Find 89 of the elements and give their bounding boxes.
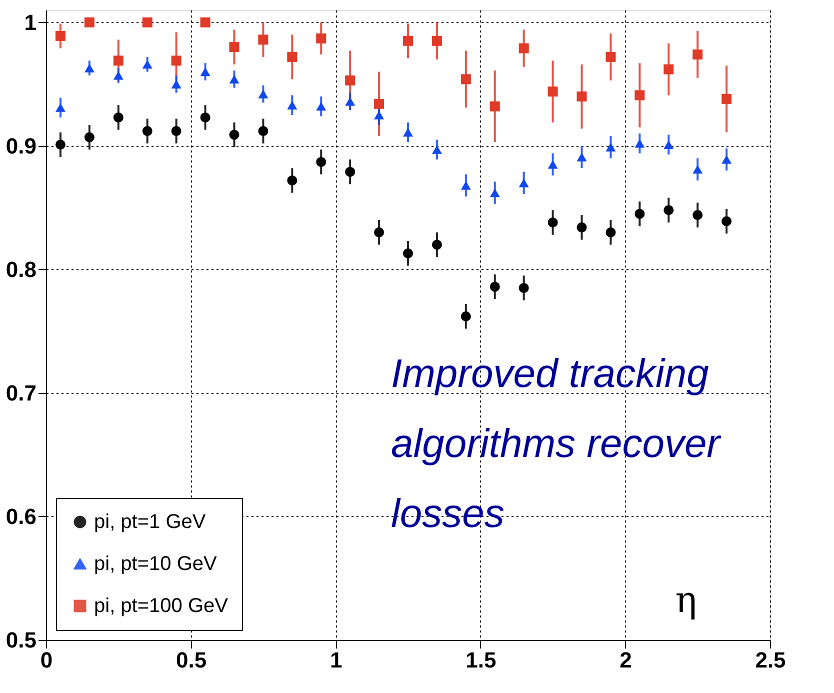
point xyxy=(548,160,558,169)
point xyxy=(345,75,356,86)
y-tick-label: 0.8 xyxy=(6,256,36,282)
point xyxy=(634,90,645,100)
point xyxy=(722,155,732,164)
y-tick-label: 0.6 xyxy=(6,504,36,529)
point xyxy=(258,34,268,45)
point xyxy=(576,152,587,162)
point xyxy=(55,30,66,41)
point xyxy=(200,112,210,122)
point xyxy=(460,181,471,190)
point xyxy=(548,86,558,97)
x-tick-label: 2 xyxy=(620,648,632,672)
point xyxy=(374,110,384,120)
point xyxy=(664,205,674,216)
point xyxy=(432,240,442,250)
point xyxy=(84,132,94,142)
point xyxy=(229,74,240,84)
point xyxy=(490,101,500,112)
point xyxy=(374,98,384,109)
point xyxy=(490,282,500,292)
point xyxy=(374,227,384,238)
point xyxy=(692,210,703,220)
legend-label: pi, pt=100 GeV xyxy=(94,595,229,617)
point xyxy=(722,94,732,104)
point xyxy=(576,222,587,232)
x-tick-label: 0 xyxy=(40,648,53,672)
point xyxy=(113,71,124,80)
point xyxy=(113,56,124,66)
annotation: Improved tracking algorithms recover losses xyxy=(391,352,722,536)
point xyxy=(200,17,210,28)
y-tick-label: 0.7 xyxy=(6,380,36,406)
point xyxy=(258,90,268,98)
point xyxy=(576,91,587,102)
point xyxy=(403,36,413,46)
point xyxy=(664,64,674,74)
point xyxy=(229,42,240,52)
point xyxy=(258,126,268,136)
point xyxy=(316,33,326,44)
x-tick-label: 1 xyxy=(330,648,342,672)
point xyxy=(606,52,616,62)
point xyxy=(518,43,529,54)
point xyxy=(84,64,94,72)
legend-label: pi, pt=10 GeV xyxy=(94,553,218,575)
x-tick-label: 2.5 xyxy=(755,648,786,672)
point xyxy=(606,142,616,152)
point xyxy=(692,165,703,174)
point xyxy=(84,17,94,28)
point xyxy=(229,130,240,140)
point xyxy=(403,128,413,137)
point xyxy=(345,97,356,106)
point xyxy=(460,311,471,322)
point xyxy=(287,52,298,62)
y-tick-label: 0.5 xyxy=(6,628,36,652)
point xyxy=(171,80,182,88)
point xyxy=(490,188,500,198)
point xyxy=(55,103,66,112)
point xyxy=(142,60,152,69)
point xyxy=(142,126,152,136)
point xyxy=(548,217,558,228)
point xyxy=(432,145,442,154)
point xyxy=(518,178,529,188)
point xyxy=(634,139,645,148)
point xyxy=(287,175,298,186)
point xyxy=(171,56,182,66)
point xyxy=(403,248,413,258)
point xyxy=(171,126,182,136)
point xyxy=(55,140,66,150)
y-tick-label: 1 xyxy=(24,10,36,35)
point xyxy=(142,17,152,28)
point xyxy=(634,208,645,219)
point xyxy=(692,49,703,60)
x-tick-label: 0.5 xyxy=(176,648,207,672)
x-tick-label: 1.5 xyxy=(466,648,496,672)
point xyxy=(722,216,732,226)
point xyxy=(287,100,298,110)
point xyxy=(518,282,529,293)
point xyxy=(200,67,210,76)
point xyxy=(664,140,674,149)
point xyxy=(606,227,616,238)
legend-label: pi, pt=1 GeV xyxy=(94,511,206,533)
point xyxy=(113,112,124,122)
y-tick-label: 0.9 xyxy=(6,133,36,158)
point xyxy=(345,166,356,177)
point xyxy=(432,36,442,46)
point xyxy=(460,74,471,84)
x-axis-title: η xyxy=(675,580,697,621)
point xyxy=(316,156,326,167)
point xyxy=(316,102,326,111)
